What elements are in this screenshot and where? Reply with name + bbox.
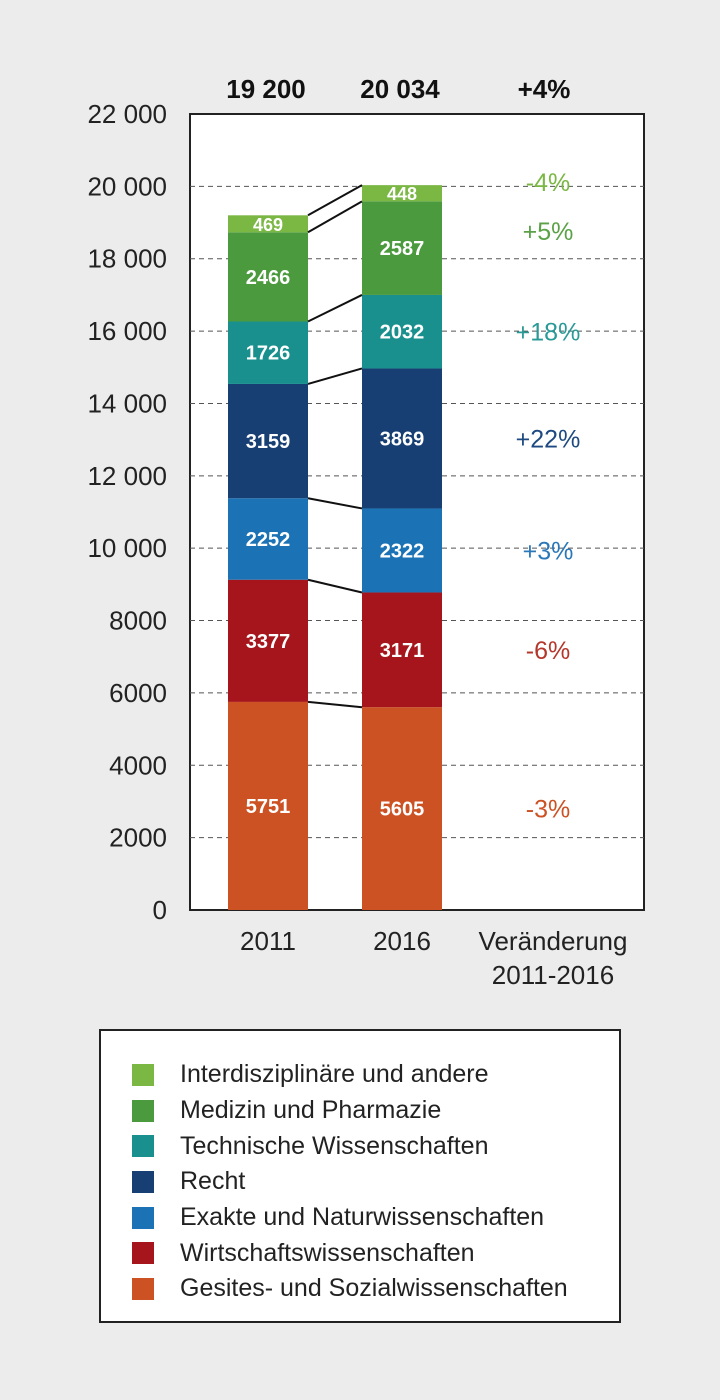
legend-item: Wirtschaftswissenschaften — [101, 1235, 619, 1271]
y-tick-label: 20 000 — [87, 171, 167, 201]
y-tick-label: 10 000 — [87, 533, 167, 563]
legend-item: Exakte und Naturwissenschaften — [101, 1200, 619, 1236]
y-tick-label: 14 000 — [87, 388, 167, 418]
bar-value-label: 2466 — [246, 267, 291, 289]
change-label: +3% — [523, 537, 574, 565]
legend-item: Gesites- und Sozialwissenschaften — [101, 1271, 619, 1307]
legend-label: Exakte und Naturwissenschaften — [180, 1203, 545, 1232]
bar-segment — [362, 201, 442, 295]
connector-line — [307, 497, 363, 510]
y-tick-label: 12 000 — [87, 461, 167, 491]
bar-value-label: 5605 — [380, 799, 425, 821]
legend-label: Wirtschaftswissenschaften — [180, 1238, 475, 1267]
bar-value-label: 3869 — [380, 428, 425, 450]
change-label: +5% — [523, 218, 574, 246]
y-tick-label: 8000 — [109, 606, 167, 636]
change-label: +18% — [516, 319, 581, 347]
connector-line — [307, 294, 363, 323]
y-tick-label: 16 000 — [87, 316, 167, 346]
bar-segment — [362, 508, 442, 593]
bar-segment — [362, 707, 442, 910]
bar-segment — [228, 701, 308, 910]
y-tick-label: 22 000 — [87, 99, 167, 129]
chart-area: 0 2000 4000 6000 8000 10 000 12 000 14 000 16 00… — [87, 74, 645, 990]
bar-value-label: 448 — [387, 184, 417, 204]
legend-label: Interdisziplinäre und andere — [180, 1060, 489, 1089]
bar-segment — [228, 383, 308, 499]
legend-label: Technische Wissenschaften — [180, 1131, 489, 1160]
x-tick-label: 2011 — [240, 926, 296, 956]
bar-segment — [228, 232, 308, 322]
legend-swatch — [132, 1242, 154, 1265]
bar-value-label: 3377 — [246, 631, 291, 653]
legend-item: Recht — [101, 1164, 619, 1200]
total-label: 19 200 — [226, 74, 306, 104]
legend-swatch — [132, 1099, 154, 1122]
connector-line — [307, 578, 363, 594]
bar-value-label: 1726 — [246, 343, 291, 365]
bar-value-label: 5751 — [246, 796, 291, 818]
y-tick-label: 6000 — [109, 678, 167, 708]
legend-item: Interdisziplinäre und andere — [101, 1057, 619, 1093]
connector-line — [307, 200, 363, 234]
y-tick-label: 0 — [153, 895, 167, 925]
change-label: -4% — [526, 169, 570, 197]
y-tick-label: 4000 — [109, 750, 167, 780]
connector-line — [307, 367, 363, 385]
stacked-bar-chart: 0 2000 4000 6000 8000 10 000 12 000 14 000 16 00… — [87, 74, 645, 990]
bar-value-label: 3171 — [380, 640, 425, 662]
y-tick-label: 18 000 — [87, 244, 167, 274]
bar-segment — [362, 185, 442, 202]
bar-segment — [362, 368, 442, 509]
bar-value-label: 2252 — [246, 529, 291, 551]
connector-line — [307, 700, 363, 709]
legend-swatch — [132, 1277, 154, 1300]
total-label: 20 034 — [360, 74, 440, 104]
change-label: +22% — [516, 425, 581, 453]
legend-swatch — [132, 1063, 154, 1086]
bar-value-label: 2587 — [380, 238, 425, 260]
bar-segment — [362, 592, 442, 708]
legend-label: Recht — [180, 1167, 246, 1196]
bar-segment — [228, 498, 308, 580]
legend-swatch — [132, 1170, 154, 1193]
extra-column-label: 2011-2016 — [492, 960, 614, 990]
bar-segment — [228, 321, 308, 384]
y-tick-label: 2000 — [109, 823, 167, 853]
bar-value-label: 469 — [253, 215, 283, 235]
legend-label: Gesites- und Sozialwissenschaften — [180, 1274, 568, 1303]
extra-column-label: Veränderung — [479, 926, 628, 956]
bar-value-label: 2322 — [380, 540, 425, 562]
bar-segment — [228, 579, 308, 702]
total-change-label: +4% — [518, 74, 571, 104]
legend: Interdisziplinäre und andere Medizin und… — [99, 1029, 621, 1323]
connector-line — [307, 184, 363, 217]
change-label: -6% — [526, 637, 570, 665]
legend-item: Medizin und Pharmazie — [101, 1093, 619, 1129]
legend-item: Technische Wissenschaften — [101, 1128, 619, 1164]
legend-label: Medizin und Pharmazie — [180, 1096, 442, 1125]
legend-swatch — [132, 1135, 154, 1158]
bar-segment — [228, 215, 308, 233]
change-label: -3% — [526, 796, 570, 824]
bar-value-label: 3159 — [246, 431, 291, 453]
legend-swatch — [132, 1206, 154, 1229]
x-tick-label: 2016 — [373, 926, 431, 956]
bar-segment — [362, 294, 442, 369]
bar-value-label: 2032 — [380, 322, 425, 344]
